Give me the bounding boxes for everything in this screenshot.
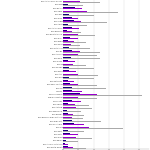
Bar bbox=[63, 81, 74, 82]
Bar bbox=[63, 27, 72, 28]
Bar bbox=[63, 133, 70, 134]
Bar bbox=[63, 144, 69, 145]
Bar bbox=[63, 64, 73, 65]
Bar bbox=[63, 77, 69, 78]
Bar bbox=[63, 80, 68, 81]
Bar bbox=[63, 137, 76, 138]
Bar bbox=[63, 97, 70, 98]
Bar bbox=[63, 147, 73, 148]
Bar bbox=[63, 131, 84, 132]
Bar bbox=[63, 50, 72, 51]
Bar bbox=[63, 136, 69, 137]
Bar bbox=[63, 1, 80, 2]
Bar bbox=[63, 28, 101, 29]
Bar bbox=[63, 134, 78, 135]
Bar bbox=[63, 22, 107, 23]
Bar bbox=[63, 21, 81, 22]
Bar bbox=[63, 24, 74, 25]
Bar bbox=[63, 100, 72, 101]
Bar bbox=[63, 14, 69, 15]
Bar bbox=[63, 7, 75, 8]
Bar bbox=[63, 107, 76, 108]
Bar bbox=[63, 105, 89, 106]
Bar bbox=[63, 41, 74, 42]
Bar bbox=[63, 38, 78, 39]
Bar bbox=[63, 120, 72, 121]
Bar bbox=[63, 57, 71, 58]
Bar bbox=[63, 65, 86, 66]
Bar bbox=[63, 48, 90, 49]
Bar bbox=[63, 78, 94, 79]
Bar bbox=[63, 37, 70, 38]
Bar bbox=[63, 67, 69, 68]
Bar bbox=[63, 128, 123, 129]
Bar bbox=[63, 42, 86, 43]
Bar bbox=[63, 51, 80, 52]
Bar bbox=[63, 87, 72, 88]
Bar bbox=[63, 11, 87, 12]
Bar bbox=[63, 75, 98, 76]
Bar bbox=[63, 130, 68, 131]
Bar bbox=[63, 47, 69, 48]
Bar bbox=[63, 44, 71, 45]
Bar bbox=[63, 127, 89, 128]
Bar bbox=[63, 117, 72, 118]
Bar bbox=[63, 143, 65, 144]
Bar bbox=[63, 141, 78, 142]
Bar bbox=[63, 148, 86, 149]
Bar bbox=[63, 94, 97, 95]
Bar bbox=[63, 60, 69, 61]
Bar bbox=[63, 110, 67, 111]
Bar bbox=[63, 93, 80, 94]
Bar bbox=[63, 8, 82, 9]
Bar bbox=[63, 2, 100, 3]
Bar bbox=[63, 124, 84, 125]
Bar bbox=[63, 58, 100, 59]
Bar bbox=[63, 25, 87, 26]
Bar bbox=[63, 71, 76, 72]
Bar bbox=[63, 85, 97, 86]
Bar bbox=[63, 95, 142, 96]
Bar bbox=[63, 31, 72, 32]
Bar bbox=[63, 101, 81, 102]
Bar bbox=[63, 88, 106, 89]
Bar bbox=[63, 5, 83, 6]
Bar bbox=[63, 111, 81, 112]
Bar bbox=[63, 17, 72, 18]
Bar bbox=[63, 103, 68, 104]
Bar bbox=[63, 12, 118, 13]
Bar bbox=[63, 70, 69, 71]
Bar bbox=[63, 104, 75, 105]
Bar bbox=[63, 115, 84, 116]
Bar bbox=[63, 18, 78, 19]
Bar bbox=[63, 98, 97, 99]
Bar bbox=[63, 35, 95, 36]
Bar bbox=[63, 113, 68, 114]
Bar bbox=[63, 114, 73, 115]
Bar bbox=[63, 55, 97, 56]
Bar bbox=[63, 32, 81, 33]
Bar bbox=[63, 15, 94, 16]
Bar bbox=[63, 123, 74, 124]
Bar bbox=[63, 118, 83, 119]
Bar bbox=[63, 45, 80, 46]
Bar bbox=[63, 68, 94, 69]
Bar bbox=[63, 84, 78, 85]
Bar bbox=[63, 121, 101, 122]
Bar bbox=[63, 30, 67, 31]
Bar bbox=[63, 61, 75, 62]
Bar bbox=[63, 140, 66, 141]
Bar bbox=[63, 20, 74, 21]
Bar bbox=[63, 138, 92, 139]
Bar bbox=[63, 4, 68, 5]
Bar bbox=[63, 34, 78, 35]
Bar bbox=[63, 90, 72, 91]
Bar bbox=[63, 108, 92, 109]
Bar bbox=[63, 54, 78, 55]
Bar bbox=[63, 40, 68, 41]
Bar bbox=[63, 74, 78, 75]
